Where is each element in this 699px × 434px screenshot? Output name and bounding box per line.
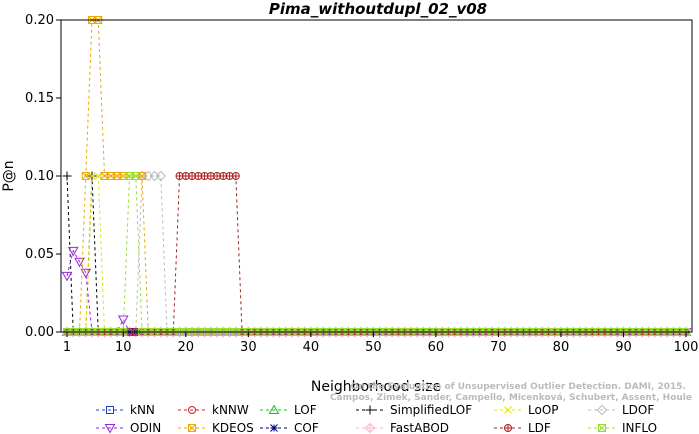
legend-item-simplifiedlof: SimplifiedLOF — [356, 403, 472, 417]
legend-marker — [596, 404, 608, 416]
series-line-ldof — [67, 175, 686, 333]
legend-label: KDEOS — [212, 421, 254, 434]
credit-line-1: Campos, Zimek, Sander, Campello, Micenko… — [330, 393, 692, 403]
x-tick-label: 60 — [428, 340, 445, 355]
plot-area — [61, 16, 692, 338]
data-point — [61, 271, 73, 282]
legend-label: kNN — [130, 403, 155, 417]
legend-marker — [270, 424, 278, 432]
legend-marker — [504, 424, 512, 432]
series-markers-ldof — [61, 170, 692, 338]
series-markers-loop — [63, 172, 690, 336]
x-axis-label: Neighborhood size — [311, 379, 441, 395]
series-markers-ldf — [63, 172, 690, 336]
y-tick-label: 0.15 — [25, 91, 54, 106]
x-tick-label: 30 — [240, 340, 257, 355]
series-markers-inflo — [63, 172, 690, 336]
legend-item-fastabod: FastABOD — [356, 421, 449, 434]
legend-item-ldf: LDF — [494, 421, 551, 434]
data-point — [81, 172, 90, 180]
legend-item-knn: kNN — [96, 403, 155, 417]
data-point — [117, 315, 129, 326]
legend-label: LDOF — [622, 403, 654, 417]
legend-marker — [268, 404, 280, 414]
legend-label: SimplifiedLOF — [390, 403, 472, 417]
y-tick-label: 0.10 — [25, 169, 54, 184]
series-markers-simplifiedlof — [62, 171, 691, 337]
legend-marker — [188, 424, 196, 432]
legend-marker — [365, 405, 375, 415]
series-line-loop — [67, 175, 686, 333]
legend-marker — [188, 406, 196, 414]
x-tick-label: 70 — [490, 340, 507, 355]
legend-label: LoOP — [528, 403, 559, 417]
legend-item-loop: LoOP — [494, 403, 559, 417]
y-tick-label: 0.05 — [25, 247, 54, 262]
x-tick-label: 100 — [674, 340, 699, 355]
legend-marker — [598, 424, 606, 432]
x-tick-label: 80 — [553, 340, 570, 355]
series-line-simplifiedlof — [66, 175, 686, 333]
data-point — [131, 172, 140, 180]
legend-marker — [104, 424, 116, 434]
y-tick-label: 0.20 — [25, 13, 54, 28]
legend: kNN kNNW LOF SimplifiedLOF LoOP LDOF ODIN KDEOS… — [96, 403, 657, 434]
y-tick-label: 0.00 — [25, 325, 54, 340]
data-point — [231, 172, 240, 180]
series-line-inflo — [67, 175, 686, 333]
data-point — [155, 170, 166, 182]
legend-label: FastABOD — [390, 421, 449, 434]
series-line-ldf — [67, 175, 686, 333]
data-point — [62, 171, 72, 181]
legend-label: LDF — [528, 421, 551, 434]
legend-label: LOF — [294, 403, 317, 417]
legend-marker — [106, 406, 114, 414]
x-tick-label: 1 — [63, 340, 71, 355]
data-point — [67, 246, 79, 257]
legend-label: ODIN — [130, 421, 161, 434]
x-tick-label: 90 — [615, 340, 632, 355]
y-axis-label: P@n — [1, 160, 17, 191]
data-point — [80, 268, 92, 279]
legend-item-inflo: INFLO — [588, 421, 657, 434]
legend-item-cof: COF — [260, 421, 319, 434]
x-tick-label: 10 — [115, 340, 132, 355]
legend-marker — [364, 422, 376, 434]
data-point — [74, 257, 85, 268]
legend-item-lof: LOF — [260, 403, 317, 417]
legend-label: COF — [294, 421, 319, 434]
x-axis: 1 10 20 30 40 50 60 70 80 90 100 — [63, 332, 699, 355]
y-axis: 0.00 0.05 0.10 0.15 0.20 — [25, 13, 61, 340]
series-markers-odin — [61, 246, 692, 338]
credit-line-2: On the Evaluation of Unsupervised Outlie… — [351, 382, 686, 392]
chart-title: Pima_withoutdupl_02_v08 — [269, 0, 487, 18]
x-tick-label: 20 — [178, 340, 195, 355]
legend-item-kdeos: KDEOS — [178, 421, 254, 434]
legend-item-ldof: LDOF — [588, 403, 654, 417]
legend-item-odin: ODIN — [96, 421, 161, 434]
legend-label: INFLO — [622, 421, 657, 434]
legend-marker — [504, 406, 512, 414]
legend-item-knnw: kNNW — [178, 403, 249, 417]
x-tick-label: 40 — [303, 340, 320, 355]
x-tick-label: 50 — [365, 340, 382, 355]
series-line-odin — [66, 249, 686, 333]
legend-label: kNNW — [212, 403, 249, 417]
